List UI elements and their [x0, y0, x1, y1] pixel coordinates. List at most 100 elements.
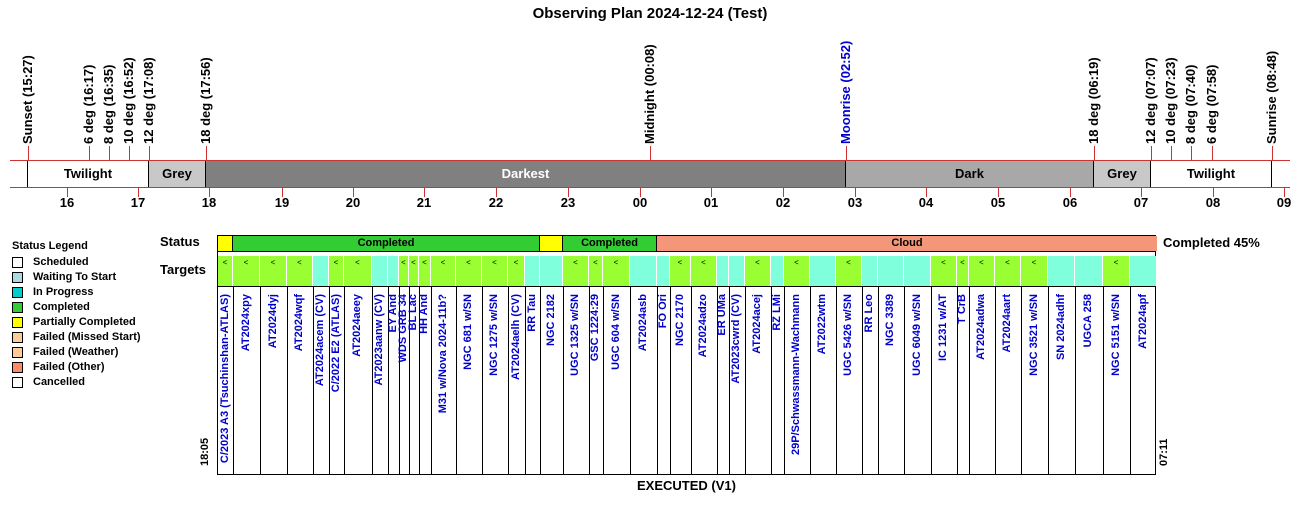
- target-block: <: [233, 256, 260, 286]
- target-separator: [878, 287, 879, 475]
- end-time-label: 07:11: [1158, 438, 1170, 466]
- target-name: UGCA 258: [1082, 294, 1094, 348]
- target-name: AT2024asb: [636, 294, 649, 352]
- target-separator: [603, 287, 604, 475]
- hour-tick: [711, 188, 712, 197]
- target-block: [388, 256, 399, 286]
- band-bottom-line: [10, 187, 1290, 188]
- hour-label: 00: [632, 195, 648, 210]
- target-separator: [1021, 287, 1022, 475]
- target-separator: [329, 287, 330, 475]
- darkness-band: Twilight Grey Darkest Dark Grey Twilight: [10, 161, 1290, 187]
- target-block: <: [995, 256, 1021, 286]
- band-segment: Dark: [846, 161, 1094, 187]
- legend-label: Partially Completed: [33, 316, 136, 328]
- event-tick: [1151, 146, 1152, 161]
- target-name: AT2024aart: [1001, 294, 1013, 353]
- target-block: <: [260, 256, 287, 286]
- legend-label: Scheduled: [33, 256, 89, 268]
- target-block: [1075, 256, 1103, 286]
- hour-label: 18: [201, 195, 217, 210]
- target-separator: [995, 287, 996, 475]
- target-separator: [745, 287, 746, 475]
- hour-label: 21: [416, 195, 432, 210]
- target-name: NGC 681 w/SN: [462, 294, 474, 370]
- target-block: <: [836, 256, 862, 286]
- target-block: [630, 256, 657, 286]
- target-separator: [1075, 287, 1076, 475]
- band-segment: Grey: [1094, 161, 1151, 187]
- status-segment: Cloud: [657, 236, 1157, 251]
- target-name: AT2024wqf: [293, 294, 305, 352]
- target-separator: [657, 287, 658, 475]
- legend-label: Failed (Weather): [33, 346, 119, 358]
- event-label: 6 deg (07:58): [1204, 64, 1219, 144]
- target-separator: [957, 287, 958, 475]
- target-name: UGC 5426 w/SN: [842, 294, 854, 376]
- event-tick: [1212, 146, 1213, 161]
- target-block: <: [691, 256, 717, 286]
- target-separator: [540, 287, 541, 475]
- band-segment: Darkest: [206, 161, 846, 187]
- target-name: AT2024dyj: [266, 294, 279, 349]
- event-label: 8 deg (16:35): [101, 64, 116, 144]
- status-segment: Completed: [563, 236, 657, 251]
- target-block: [878, 256, 904, 286]
- target-block: [810, 256, 836, 286]
- target-block: [1130, 256, 1157, 286]
- event-tick: [1191, 146, 1192, 161]
- event-tick: [1272, 146, 1273, 161]
- hour-label: 06: [1062, 195, 1078, 210]
- target-block: <: [431, 256, 456, 286]
- hour-tick: [282, 188, 283, 197]
- target-name: HH And: [418, 294, 430, 334]
- event-label: Midnight (00:08): [642, 44, 657, 144]
- legend-label: Completed: [33, 301, 90, 313]
- target-block: <: [1021, 256, 1048, 286]
- event-label: 12 deg (17:08): [141, 57, 156, 144]
- target-block: [313, 256, 329, 286]
- hour-tick: [1141, 188, 1142, 197]
- hour-label: 04: [918, 195, 934, 210]
- target-separator: [409, 287, 410, 475]
- legend-label: Failed (Other): [33, 361, 105, 373]
- hour-label: 17: [130, 195, 146, 210]
- target-name: UGC 1325 w/SN: [569, 294, 581, 376]
- target-block: <: [482, 256, 508, 286]
- event-label: Sunset (15:27): [20, 55, 35, 144]
- target-block: [372, 256, 388, 286]
- event-tick: [650, 146, 651, 161]
- target-separator: [313, 287, 314, 475]
- target-block: [657, 256, 670, 286]
- band-top-line: [10, 160, 1290, 161]
- hour-tick: [1213, 188, 1214, 197]
- band-segment: [10, 161, 28, 187]
- hour-tick: [640, 188, 641, 197]
- legend-swatch: [12, 317, 23, 328]
- target-block: <: [456, 256, 482, 286]
- target-name: NGC 5151 w/SN: [1109, 294, 1122, 376]
- hour-label: 07: [1133, 195, 1149, 210]
- hour-tick: [783, 188, 784, 197]
- legend-swatch: [12, 332, 23, 343]
- target-separator: [1103, 287, 1104, 475]
- hour-tick: [496, 188, 497, 197]
- target-block: [729, 256, 745, 286]
- event-label: 18 deg (17:56): [198, 57, 213, 144]
- status-divider: [218, 251, 1155, 252]
- target-name: AT2024aelh (CV): [509, 294, 522, 380]
- band-segment: [1272, 161, 1290, 187]
- target-separator: [969, 287, 970, 475]
- event-label: 18 deg (06:19): [1086, 57, 1101, 144]
- legend-label: Waiting To Start: [33, 271, 117, 283]
- legend-swatch: [12, 272, 23, 283]
- event-label: 8 deg (07:40): [1183, 64, 1198, 144]
- hour-label: 03: [847, 195, 863, 210]
- hour-label: 23: [560, 195, 576, 210]
- target-block: [862, 256, 878, 286]
- target-separator: [691, 287, 692, 475]
- legend-swatch: [12, 287, 23, 298]
- event-label: 6 deg (16:17): [81, 64, 96, 144]
- target-block: <: [1103, 256, 1130, 286]
- hour-label: 01: [703, 195, 719, 210]
